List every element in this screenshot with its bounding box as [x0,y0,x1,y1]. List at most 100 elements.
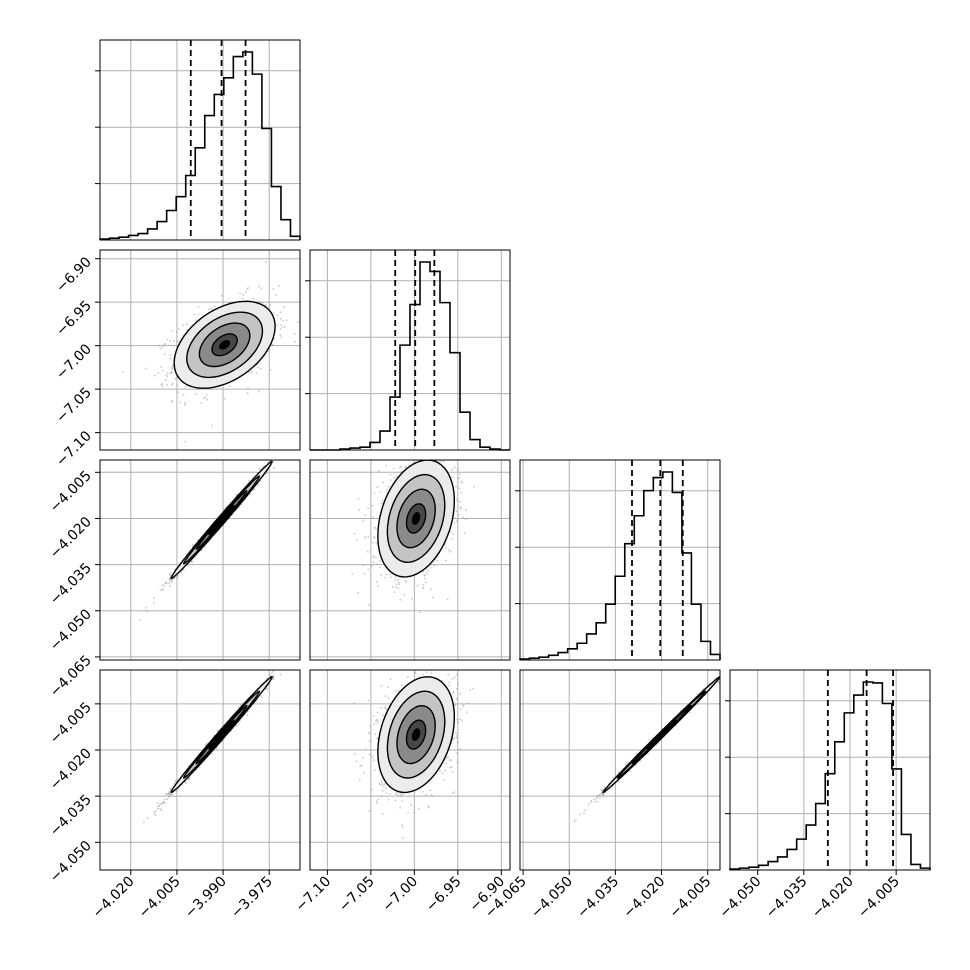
sample-point [448,648,450,650]
sample-point [283,447,285,449]
sample-point [393,476,396,479]
sample-point [437,453,439,455]
sample-point [156,802,159,804]
sample-point [285,319,288,322]
sample-point [204,396,207,399]
sample-point [462,516,464,519]
sample-point [457,477,460,480]
sample-point [196,388,199,391]
sample-point [157,372,160,374]
sample-point [367,535,370,538]
sample-point [457,517,459,520]
sample-point [184,440,187,443]
sample-point [169,357,172,360]
sample-point [485,425,487,427]
sample-point [449,531,452,533]
sample-point [193,313,196,316]
sample-point [398,581,400,584]
sample-point [176,577,179,579]
sample-point [455,698,458,700]
sample-point [282,663,284,665]
sample-point [416,584,419,587]
sample-point [364,748,367,751]
density-peak [219,340,231,350]
sample-point [453,676,456,679]
histogram-panel-2 [515,459,721,661]
sample-point [405,581,408,583]
sample-point [144,367,147,370]
sample-point [455,498,458,501]
sample-point [273,467,275,469]
sample-point [177,574,179,577]
sample-point [450,423,452,425]
sample-point [240,503,243,506]
sample-point [422,431,424,433]
sample-point [247,287,250,289]
sample-point [185,782,187,785]
sample-point [161,385,164,388]
sample-point [177,788,180,791]
sample-point [375,527,377,530]
sample-point [237,723,240,726]
sample-point [392,467,395,470]
sample-point [379,560,382,562]
sample-point [370,565,373,567]
sample-point [253,298,255,300]
sample-point [287,442,289,444]
scatter-panel-0-2 [99,425,304,661]
sample-point [223,398,226,400]
sample-point [432,446,434,448]
sample-point [377,719,379,722]
sample-point [367,699,370,702]
sample-point [259,367,262,370]
sample-point [441,425,443,427]
sample-point [279,451,281,453]
sample-point [257,366,259,369]
sample-point [430,588,432,590]
sample-point [447,756,449,758]
sample-point [159,589,162,592]
sample-point [281,326,284,328]
sample-point [145,610,148,613]
sample-point [362,519,365,522]
sample-point [367,568,370,571]
sample-point [261,696,263,699]
sample-point [268,673,271,676]
sample-point [183,569,185,571]
sample-point [185,323,188,326]
sample-point [380,685,383,688]
sample-point [185,385,188,388]
sample-point [235,724,238,727]
sample-point [260,287,263,290]
sample-point [456,673,458,676]
sample-point [375,800,378,803]
sample-point [451,792,454,795]
sample-point [422,583,425,586]
sample-point [173,339,176,342]
sample-point [389,479,392,481]
contour-line [182,690,261,779]
sample-point [429,566,432,569]
contour-line [396,488,436,549]
sample-point [276,314,279,317]
sample-point [393,591,396,593]
scatter-panel-1-3 [309,648,511,871]
sample-point [364,514,367,517]
sample-point [427,453,429,455]
sample-point [273,338,276,340]
sample-point [452,533,455,535]
sample-point [282,319,284,322]
sample-point [302,425,304,427]
sample-point [398,467,401,469]
sample-point [171,368,174,370]
sample-point [250,370,253,372]
sample-point [373,492,376,494]
sample-point [449,550,452,553]
sample-point [169,788,172,790]
sample-point [403,594,405,596]
sample-point [272,287,275,290]
sample-point [465,509,467,512]
sample-point [399,806,401,809]
sample-point [437,665,439,667]
sample-point [458,513,460,516]
